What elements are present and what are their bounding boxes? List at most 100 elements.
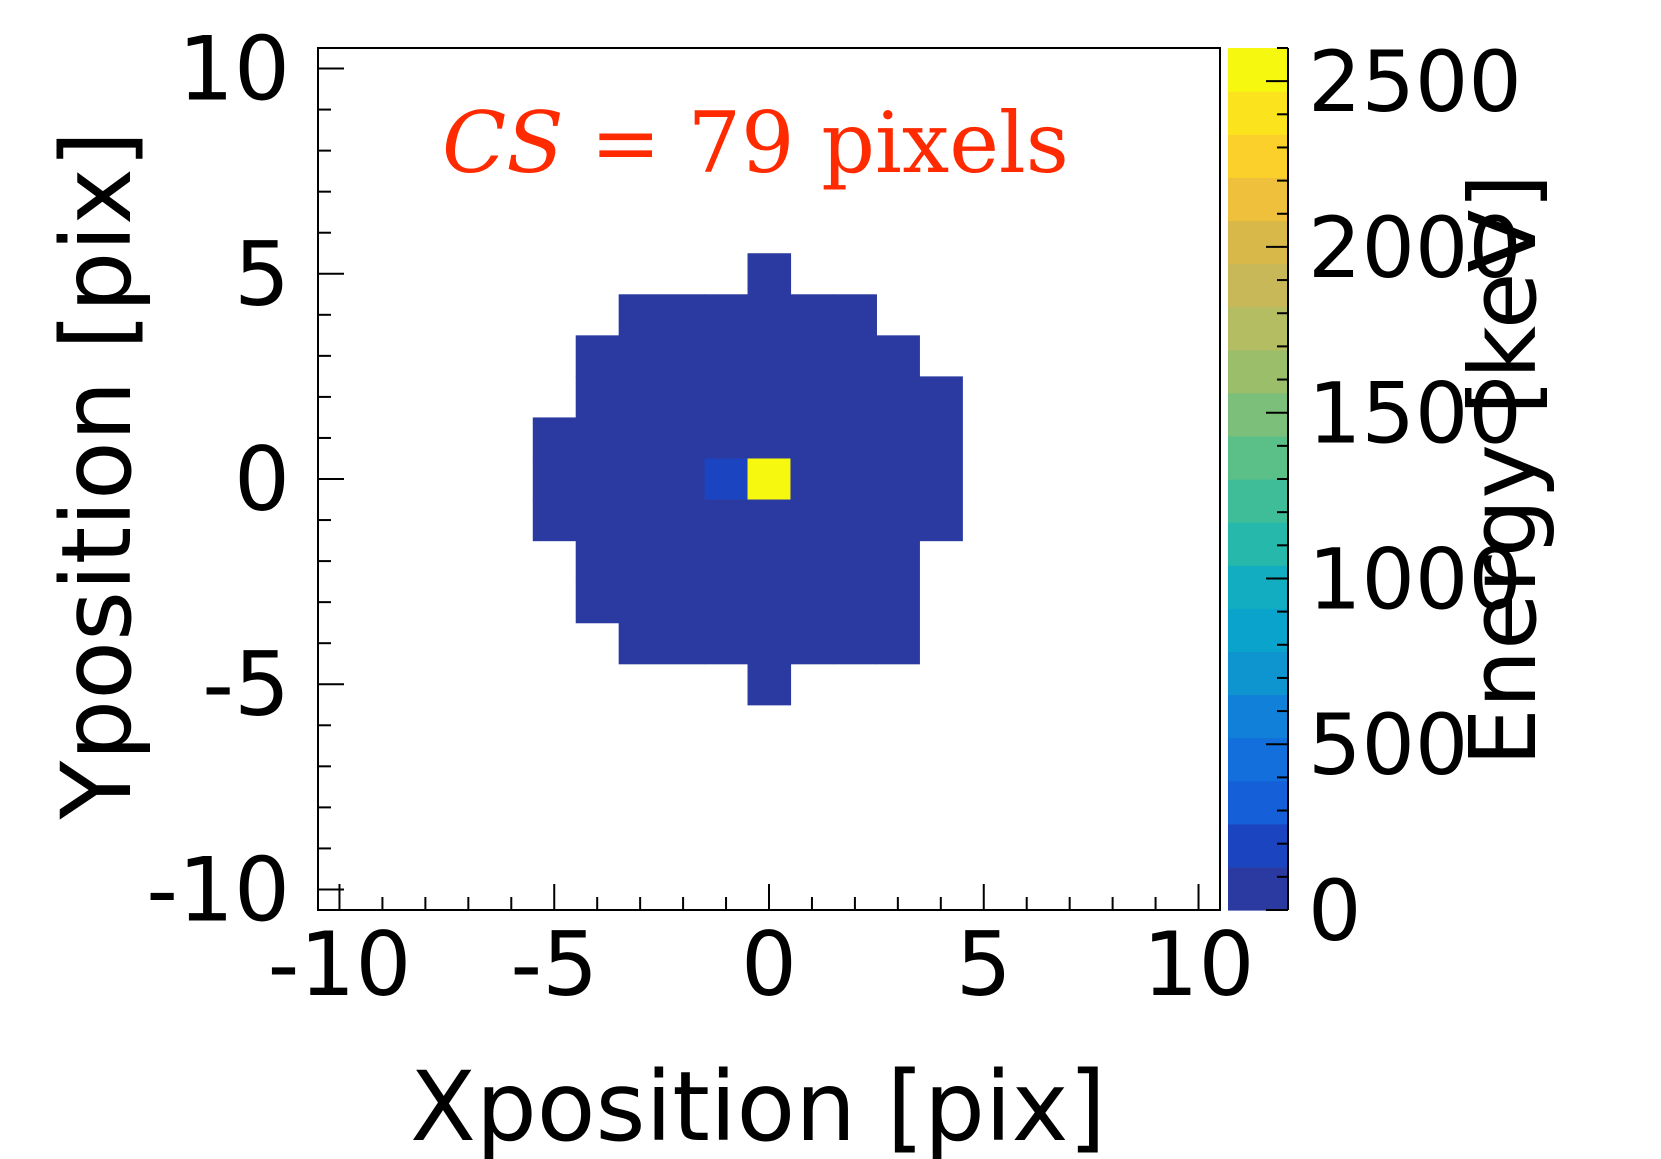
palette-swatch (1228, 651, 1288, 696)
heatmap-cell (790, 458, 835, 501)
palette-swatch (1228, 220, 1288, 265)
heatmap-cell (575, 335, 620, 377)
x-tick-label: -5 (510, 913, 598, 1016)
y-tick-label: 0 (234, 428, 290, 531)
heatmap-cell (747, 622, 792, 665)
y-axis-ticks: -10 -5 0 5 10 (146, 18, 344, 941)
heatmap-cell (833, 540, 877, 583)
heatmap-cell (833, 581, 877, 624)
heatmap-cell (618, 540, 663, 583)
heatmap-cell (747, 458, 792, 501)
heatmap-cell (532, 499, 577, 542)
palette-swatch (1228, 522, 1288, 566)
heatmap-cell (532, 417, 577, 460)
palette-swatch (1228, 263, 1288, 308)
x-tick-label: 0 (741, 913, 797, 1016)
heatmap-cell (747, 581, 792, 624)
heatmap-cell (833, 622, 877, 665)
heatmap-cell (747, 417, 792, 460)
palette-swatch (1228, 694, 1288, 739)
heatmap-cell (661, 499, 706, 542)
z-tick-label: 2500 (1308, 33, 1522, 131)
heatmap-cell (919, 458, 963, 501)
heatmap-cell (661, 335, 706, 377)
heatmap-cell (618, 294, 663, 336)
x-tick-label: -10 (268, 913, 412, 1016)
heatmap-cell (747, 540, 792, 583)
heatmap-cell (575, 581, 620, 624)
heatmap-cell (704, 581, 749, 624)
heatmap-cell (661, 294, 706, 336)
heatmap-cell (704, 499, 749, 542)
palette-swatch (1228, 435, 1288, 480)
heatmap-cell (790, 540, 835, 583)
heatmap-cell (704, 417, 749, 460)
y-tick-label: 5 (234, 223, 290, 326)
heatmap-cell (790, 499, 835, 542)
palette-swatch (1228, 134, 1288, 178)
heatmap-cell (833, 499, 877, 542)
palette-swatch (1228, 392, 1288, 437)
heatmap-cell (618, 622, 663, 665)
heatmap-cell (661, 622, 706, 665)
heatmap-cell (575, 417, 620, 460)
palette-swatch (1228, 866, 1288, 911)
heatmap-cell (833, 376, 877, 419)
heatmap-cell (575, 499, 620, 542)
heatmap-cell (919, 417, 963, 460)
heatmap-cell (747, 499, 792, 542)
x-tick-label: 5 (956, 913, 1012, 1016)
heatmap-cells (532, 253, 963, 706)
heatmap-cell (618, 458, 663, 501)
heatmap-cell (876, 581, 920, 624)
heatmap-cell (833, 294, 877, 336)
heatmap-cell (618, 581, 663, 624)
heatmap-cell (704, 622, 749, 665)
z-tick-label: 0 (1308, 862, 1361, 960)
heatmap-cell (575, 458, 620, 501)
y-tick-label: 10 (178, 18, 290, 121)
heatmap-cell (790, 417, 835, 460)
heatmap-cell (876, 540, 920, 583)
palette-swatch (1228, 565, 1288, 609)
heatmap-cell (790, 581, 835, 624)
palette-swatch (1228, 91, 1288, 135)
heatmap-cell (833, 335, 877, 377)
heatmap-cell (876, 335, 920, 377)
heatmap-cell (747, 253, 792, 295)
heatmap-cell (704, 458, 749, 501)
x-axis-label: Xposition [pix] (410, 1051, 1106, 1159)
heatmap-cell (575, 376, 620, 419)
y-tick-label: -5 (202, 633, 290, 736)
heatmap-cell (532, 458, 577, 501)
heatmap-cell (747, 376, 792, 419)
z-tick-label: 500 (1308, 696, 1468, 794)
heatmap-cell (790, 294, 835, 336)
heatmap-cell (747, 663, 792, 706)
heatmap-cell (747, 335, 792, 377)
heatmap-cell (661, 376, 706, 419)
heatmap-cell (790, 622, 835, 665)
heatmap-cell (833, 458, 877, 501)
palette-swatch (1228, 48, 1288, 92)
heatmap-cell (876, 622, 920, 665)
heatmap-cell (876, 376, 920, 419)
heatmap-cell (618, 499, 663, 542)
heatmap-cell (661, 581, 706, 624)
z-tick-label: 1000 (1308, 530, 1522, 628)
y-axis-label: Yposition [pix] (41, 131, 153, 821)
heatmap-cell (661, 458, 706, 501)
heatmap-cell (661, 540, 706, 583)
heatmap-cell (618, 335, 663, 377)
z-tick-label: 2000 (1308, 199, 1522, 297)
heatmap-cell (919, 376, 963, 419)
heatmap-cell (704, 335, 749, 377)
x-axis-ticks: -10 -5 0 5 10 (268, 884, 1255, 1016)
heatmap-cell (747, 294, 792, 336)
heatmap-cell (704, 540, 749, 583)
palette-swatch (1228, 479, 1288, 523)
palette-swatch (1228, 349, 1288, 394)
heatmap-cell (876, 499, 920, 542)
heatmap-cell (618, 376, 663, 419)
